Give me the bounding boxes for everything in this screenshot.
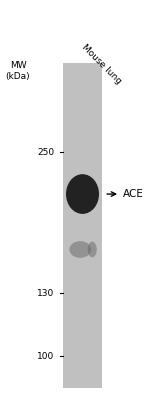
Ellipse shape <box>88 242 97 257</box>
Text: ACE: ACE <box>123 189 144 199</box>
Text: Mouse lung: Mouse lung <box>80 43 123 86</box>
Text: MW
(kDa): MW (kDa) <box>6 61 30 81</box>
Ellipse shape <box>69 241 91 258</box>
Bar <box>63 63 102 388</box>
Text: 130: 130 <box>37 289 54 297</box>
Text: 100: 100 <box>37 352 54 361</box>
Text: 250: 250 <box>37 148 54 157</box>
Ellipse shape <box>66 174 99 214</box>
